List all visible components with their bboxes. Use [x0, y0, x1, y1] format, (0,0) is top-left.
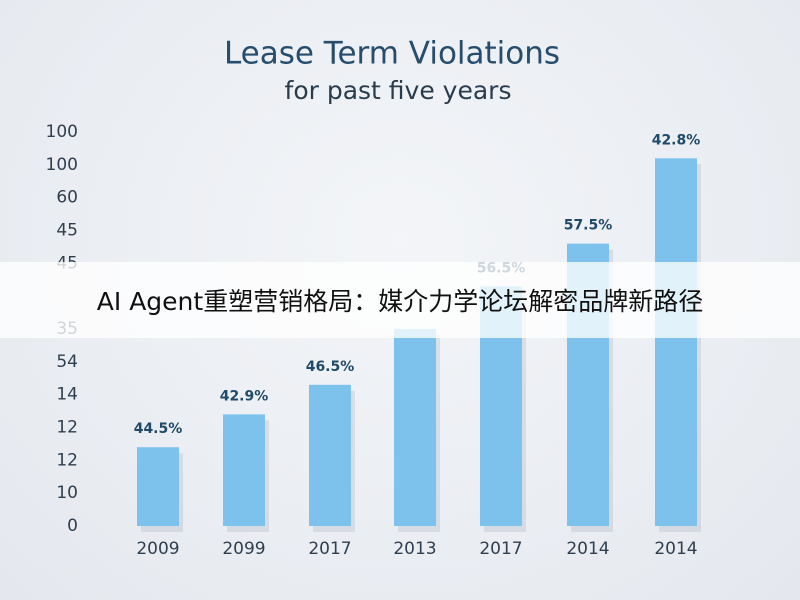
x-tick-label: 2017: [479, 539, 522, 559]
y-tick-label: 10: [56, 483, 78, 503]
y-tick-label: 14: [56, 385, 78, 405]
banner: AI Agent重塑营销格局：媒介力学论坛解密品牌新路径: [0, 262, 800, 338]
bar: [655, 158, 697, 526]
bar: [394, 329, 436, 526]
y-tick-label: 60: [56, 188, 78, 208]
y-tick-label: 100: [46, 122, 78, 142]
y-tick-label: 54: [56, 352, 78, 372]
bar: [137, 447, 179, 526]
bar: [223, 414, 265, 526]
bar: [309, 384, 351, 526]
bar-label: 57.5%: [564, 218, 613, 234]
y-tick-label: 45: [56, 221, 78, 241]
bar-label: 44.5%: [134, 421, 183, 437]
x-tick-label: 2014: [654, 539, 697, 559]
y-tick-label: 0: [67, 516, 78, 536]
bar-label: 42.8%: [652, 132, 701, 148]
chart-subtitle: for past five years: [285, 76, 512, 105]
x-tick-label: 2013: [393, 539, 436, 559]
bar-label: 42.9%: [220, 388, 269, 404]
y-tick-label: 12: [56, 418, 78, 438]
y-tick-label: 12: [56, 450, 78, 470]
x-tick-label: 2017: [308, 539, 351, 559]
y-tick-label: 100: [46, 155, 78, 175]
x-tick-label: 2009: [136, 539, 179, 559]
x-tick-label: 2014: [566, 539, 609, 559]
x-tick-label: 2099: [222, 539, 265, 559]
bar-label: 46.5%: [306, 359, 355, 375]
chart-title: Lease Term Violations: [224, 36, 560, 72]
